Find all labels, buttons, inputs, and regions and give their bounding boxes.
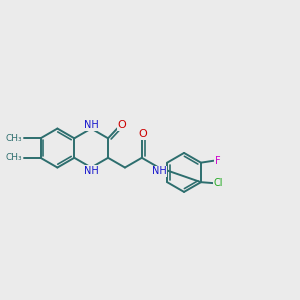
Text: CH₃: CH₃ — [5, 153, 22, 162]
Text: CH₃: CH₃ — [5, 134, 22, 143]
Text: NH: NH — [152, 166, 167, 176]
Text: F: F — [215, 156, 220, 166]
Text: O: O — [138, 129, 147, 140]
Text: NH: NH — [84, 120, 98, 130]
Text: O: O — [117, 120, 126, 130]
Text: Cl: Cl — [214, 178, 223, 188]
Text: NH: NH — [84, 166, 98, 176]
